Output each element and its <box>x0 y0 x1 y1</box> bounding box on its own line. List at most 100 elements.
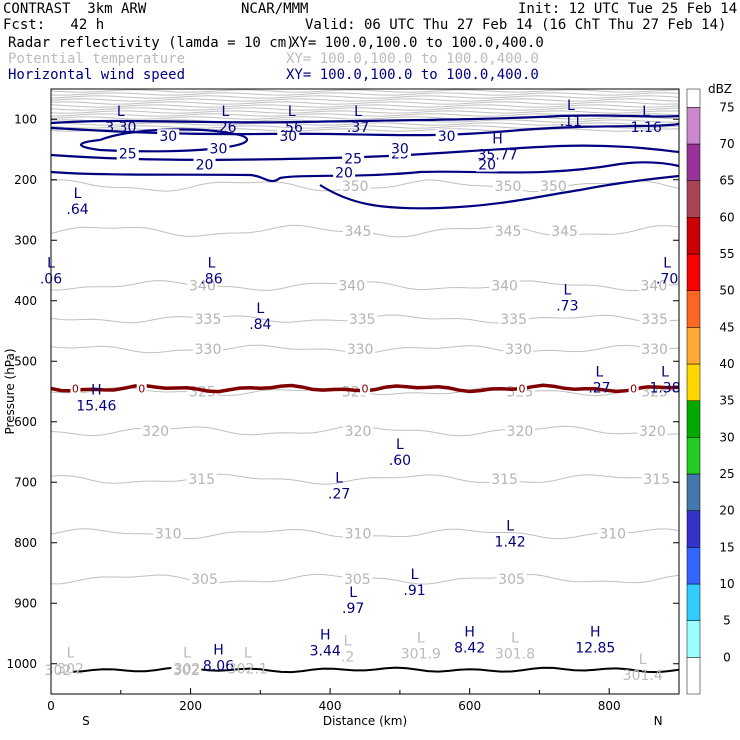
y-tick-label: 600 <box>14 415 37 429</box>
header-line2-left: Fcst: 42 h <box>3 17 105 33</box>
colorbar-swatch <box>686 400 701 438</box>
theta-contour-label: 305 <box>344 572 371 588</box>
theta-contour-line-upper <box>50 107 680 111</box>
wind-contour-label: 30 <box>210 141 228 157</box>
low-marker: L <box>222 104 230 120</box>
low-marker: L <box>344 634 352 650</box>
extremum-value: .27 <box>328 486 350 502</box>
colorbar-unit: dBZ <box>708 82 732 96</box>
reflectivity-label-mask <box>628 383 639 396</box>
extremum-value: 8.42 <box>454 641 485 657</box>
extremum-value: 3.44 <box>310 644 341 660</box>
extremum-value: 301.8 <box>495 647 535 663</box>
colorbar-swatch <box>686 327 701 365</box>
wind-contour-label: 30 <box>159 129 177 145</box>
theta-label-mask <box>489 473 520 488</box>
extrema-labels: L3.30L.26L.56L.37L.11L1.16H35.77L.64L.06… <box>40 98 681 684</box>
field-xy-reflectivity: XY= 100.0,100.0 to 100.0,400.0 <box>291 35 544 51</box>
extremum-value: .26 <box>214 120 236 136</box>
theta-contour-label: 345 <box>551 224 578 240</box>
wind-contour-label: 20 <box>478 158 496 174</box>
theta-label-mask <box>336 279 367 294</box>
wind-label-mask <box>476 157 499 172</box>
extremum-value: 301.4 <box>623 668 663 684</box>
y-tick-label: 200 <box>14 173 37 187</box>
colorbar-level-label: 30 <box>719 430 734 444</box>
extremum-value: .73 <box>556 299 578 315</box>
extremum-value: .91 <box>403 583 425 599</box>
colorbar-swatch <box>686 583 701 621</box>
theta-contour-label: 315 <box>188 472 215 488</box>
colorbar-swatch <box>686 107 701 145</box>
high-marker: H <box>320 628 331 644</box>
theta-contour-label: 335 <box>195 312 222 328</box>
theta-contour-label: 315 <box>491 472 518 488</box>
extremum-value: 8.06 <box>203 659 234 675</box>
theta-contour-label: 340 <box>491 279 518 295</box>
colorbar-swatch <box>686 290 701 328</box>
extremum-value: .64 <box>66 202 88 218</box>
colorbar-swatch <box>686 620 701 658</box>
field-xy-wind: XY= 100.0,100.0 to 100.0,400.0 <box>286 67 539 83</box>
extremum-value: .86 <box>200 271 222 287</box>
header-line2-right: Valid: 06 UTC Thu 27 Feb 14 (16 ChT Thu … <box>305 17 727 33</box>
theta-label-mask <box>171 663 202 678</box>
theta-label-mask <box>489 279 520 294</box>
theta-contour-label: 345 <box>495 224 522 240</box>
low-marker: L <box>208 255 216 271</box>
reflectivity-contours: 0 0 0 0 0 <box>50 382 680 396</box>
theta-label-mask <box>641 473 672 488</box>
theta-label-mask <box>193 343 223 358</box>
theta-label-mask <box>193 312 223 327</box>
theta-contour-line-upper <box>50 116 680 120</box>
extremum-value: .27 <box>588 380 610 396</box>
extremum-value: .97 <box>342 601 364 617</box>
y-tick-label: 1000 <box>6 657 37 671</box>
y-tick-label: 700 <box>14 475 37 489</box>
extremum-value: 1.38 <box>649 380 680 396</box>
high-marker: H <box>464 625 475 641</box>
low-marker: L <box>117 104 125 120</box>
x-end-label-left: S <box>82 714 90 728</box>
theta-label-mask <box>498 312 529 327</box>
theta-contour-label: 335 <box>349 312 376 328</box>
theta-label-mask <box>493 179 524 194</box>
low-marker: L <box>417 631 425 647</box>
reflectivity-contour-label: 0 <box>72 382 79 395</box>
theta-label-mask <box>493 225 524 240</box>
theta-contour-label: 350 <box>540 179 567 195</box>
reflectivity-label-mask <box>517 383 527 396</box>
extremum-value: 3.30 <box>105 120 136 136</box>
extremum-value: .84 <box>249 317 271 333</box>
low-marker: L <box>354 104 362 120</box>
theta-contour-label: 340 <box>641 279 668 295</box>
low-marker: L <box>639 652 647 668</box>
low-marker: L <box>511 631 519 647</box>
extremum-value: 302 <box>57 662 84 678</box>
wind-label-mask <box>157 129 180 144</box>
colorbar-swatch <box>686 143 701 181</box>
header-line1-left: CONTRAST 3km ARW <box>3 1 147 17</box>
extremum-value: 1.42 <box>495 535 526 551</box>
wind-contour-label: 25 <box>344 152 362 168</box>
y-tick-label: 100 <box>14 112 37 126</box>
low-marker: L <box>596 364 604 380</box>
theta-contour-label: 305 <box>498 572 525 588</box>
colorbar-level-label: 35 <box>719 394 734 408</box>
reflectivity-contour-label: 0 <box>138 382 145 395</box>
low-marker: L <box>642 104 650 120</box>
theta-contour-label: 340 <box>338 279 365 295</box>
y-tick-label: 300 <box>14 233 37 247</box>
wind-label-mask <box>388 141 411 156</box>
theta-contour-label: 345 <box>345 224 372 240</box>
wind-label-mask <box>277 129 300 144</box>
colorbar-level-label: 75 <box>719 100 734 114</box>
theta-label-mask <box>496 573 527 588</box>
extremum-value: 301.9 <box>401 647 441 663</box>
theta-label-mask <box>343 424 374 439</box>
theta-label-mask <box>504 424 535 439</box>
theta-contour-label: 310 <box>345 527 372 543</box>
colorbar-level-label: 15 <box>719 540 734 554</box>
low-marker: L <box>411 567 419 583</box>
colorbar-level-label: 50 <box>719 284 734 298</box>
